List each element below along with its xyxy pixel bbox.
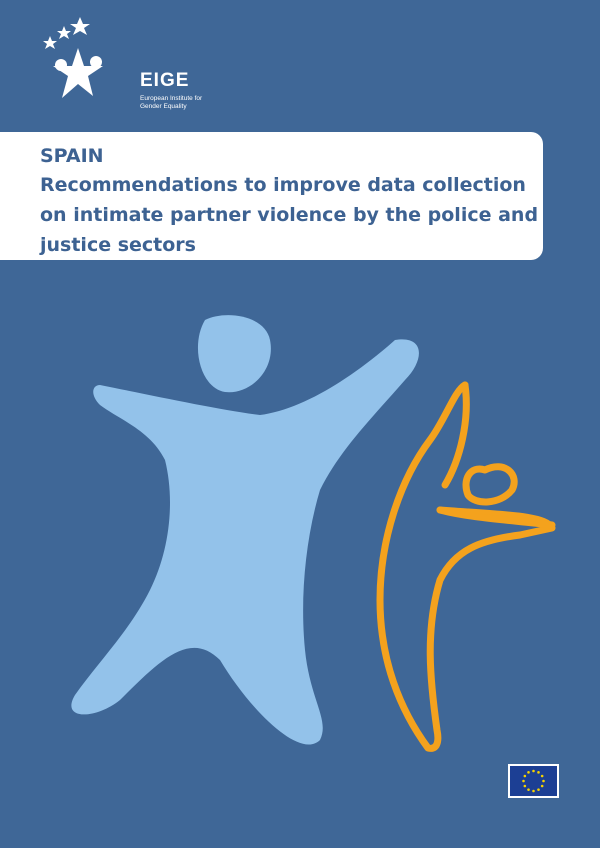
report-title: Recommendations to improve data collecti… bbox=[40, 174, 539, 256]
eu-star bbox=[540, 784, 544, 788]
eige-logo-icon bbox=[43, 17, 103, 98]
eu-flag bbox=[508, 764, 559, 798]
eu-star bbox=[542, 779, 545, 783]
eu-star bbox=[527, 788, 530, 791]
orange-figure bbox=[376, 381, 556, 752]
eu-star bbox=[537, 771, 540, 774]
eu-star bbox=[540, 774, 544, 778]
logo-subtitle: European Institute for Gender Equality bbox=[140, 95, 203, 110]
eu-star bbox=[523, 784, 527, 788]
light-blue-figure bbox=[71, 315, 419, 745]
eige-logo: EIGE European Institute for Gender Equal… bbox=[40, 14, 202, 124]
logo-wordmark: EIGE bbox=[140, 70, 190, 91]
eu-star bbox=[523, 774, 527, 778]
eu-star bbox=[532, 769, 535, 773]
eu-star bbox=[527, 771, 530, 774]
eu-star bbox=[532, 789, 535, 793]
eu-star bbox=[522, 779, 525, 783]
eu-flag-icon bbox=[510, 766, 557, 796]
country-heading: SPAIN bbox=[40, 145, 104, 167]
eu-star bbox=[537, 788, 540, 791]
title-panel bbox=[0, 132, 543, 260]
cover-illustration bbox=[71, 315, 556, 752]
